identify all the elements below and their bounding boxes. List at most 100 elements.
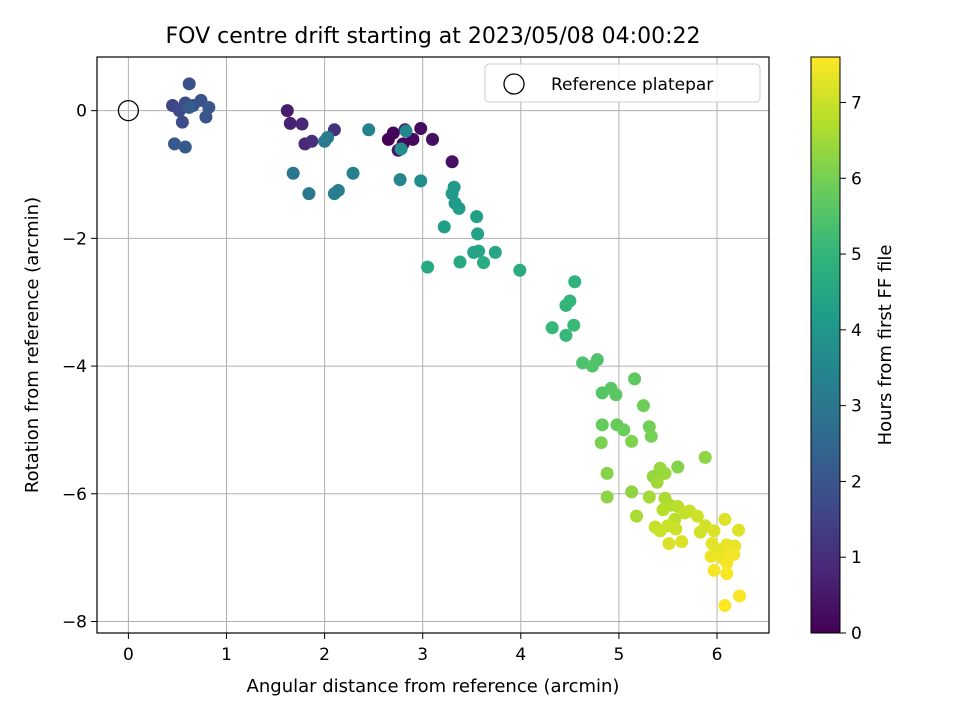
data-point (295, 117, 309, 131)
data-point (625, 485, 639, 499)
data-point (477, 256, 491, 270)
x-tick-label: 6 (712, 645, 723, 665)
legend: Reference platepar (484, 63, 761, 103)
colorbar-tick-label: 6 (851, 169, 862, 189)
colorbar-tick-label: 5 (851, 245, 862, 265)
data-point (470, 210, 484, 224)
y-tick-label: 0 (76, 102, 87, 122)
data-point (617, 423, 631, 437)
y-axis-label: Rotation from reference (arcmin) (22, 197, 43, 493)
data-point (280, 104, 294, 118)
colorbar-gradient (811, 57, 840, 633)
data-point (202, 100, 216, 114)
colorbar-tick-label: 2 (851, 472, 862, 492)
legend-marker-icon (503, 73, 525, 95)
y-axis-ticks: 0 −2 −4 −6 −8 (62, 102, 97, 633)
data-point (182, 100, 196, 114)
data-point (636, 399, 650, 413)
data-point (690, 509, 704, 523)
data-point (331, 183, 345, 197)
x-tick-label: 4 (515, 645, 526, 665)
data-point (305, 134, 319, 148)
data-point (471, 227, 485, 241)
data-point (393, 173, 407, 187)
data-point (559, 328, 573, 342)
data-point (399, 124, 413, 138)
colorbar-label: Hours from first FF file (875, 245, 896, 446)
data-point (650, 475, 664, 489)
data-point (386, 126, 400, 140)
colorbar-tick-label: 3 (851, 397, 862, 417)
data-point (662, 537, 676, 551)
data-point (178, 140, 192, 154)
data-point (421, 260, 435, 274)
colorbar-tick-label: 4 (851, 321, 862, 341)
data-point (472, 244, 486, 258)
data-points (166, 77, 747, 613)
data-point (414, 122, 428, 136)
x-tick-label: 5 (613, 645, 624, 665)
x-tick-label: 1 (221, 645, 232, 665)
data-point (600, 490, 614, 504)
data-point (585, 359, 599, 373)
data-point (346, 166, 360, 180)
x-axis-ticks: 0 1 2 3 4 5 6 (123, 633, 722, 665)
plot-frame (96, 56, 770, 634)
chart-title: FOV centre drift starting at 2023/05/08 … (166, 24, 701, 49)
y-tick-label: −2 (62, 229, 87, 249)
data-point (600, 466, 614, 480)
data-point (426, 132, 440, 146)
data-point (720, 567, 734, 581)
data-point (707, 563, 721, 577)
y-tick-label: −6 (62, 485, 87, 505)
legend-frame (484, 63, 761, 103)
reference-marker-group (117, 99, 140, 122)
colorbar-frame (810, 56, 841, 634)
data-point (718, 599, 732, 613)
data-point (630, 509, 644, 523)
data-point (576, 356, 590, 370)
data-point (675, 535, 689, 549)
y-tick-label: −4 (62, 357, 87, 377)
x-axis-label: Angular distance from reference (arcmin) (247, 676, 620, 697)
data-point (733, 589, 747, 603)
data-point (595, 418, 609, 432)
data-point (437, 220, 451, 234)
data-point (488, 245, 502, 259)
x-tick-label: 0 (123, 645, 134, 665)
data-point (321, 130, 335, 144)
colorbar: 0 1 2 3 4 5 6 7 Hours from first FF file (810, 56, 896, 644)
data-point (362, 123, 376, 137)
data-point (452, 201, 466, 215)
data-point (707, 524, 721, 538)
data-point (568, 275, 582, 289)
data-point (732, 523, 746, 537)
reference-marker-icon (117, 99, 140, 122)
data-point (414, 174, 428, 188)
data-point (718, 512, 732, 526)
data-point (394, 142, 408, 156)
data-point (658, 466, 672, 480)
x-tick-label: 2 (319, 645, 330, 665)
data-point (669, 522, 683, 536)
data-point (283, 116, 297, 130)
data-point (453, 255, 467, 269)
data-point (704, 549, 718, 563)
data-point (559, 298, 573, 312)
data-point (445, 155, 459, 169)
y-tick-label: −8 (62, 613, 87, 633)
data-point (168, 137, 182, 151)
data-point (182, 77, 196, 91)
data-point (594, 436, 608, 450)
data-point (644, 429, 658, 443)
data-point (609, 388, 623, 402)
data-point (656, 503, 670, 517)
data-point (302, 187, 316, 201)
data-point (286, 166, 300, 180)
colorbar-ticks: 0 1 2 3 4 5 6 7 (840, 93, 862, 644)
colorbar-tick-label: 1 (851, 548, 862, 568)
data-point (545, 321, 559, 335)
legend-entry-label: Reference platepar (551, 75, 713, 95)
